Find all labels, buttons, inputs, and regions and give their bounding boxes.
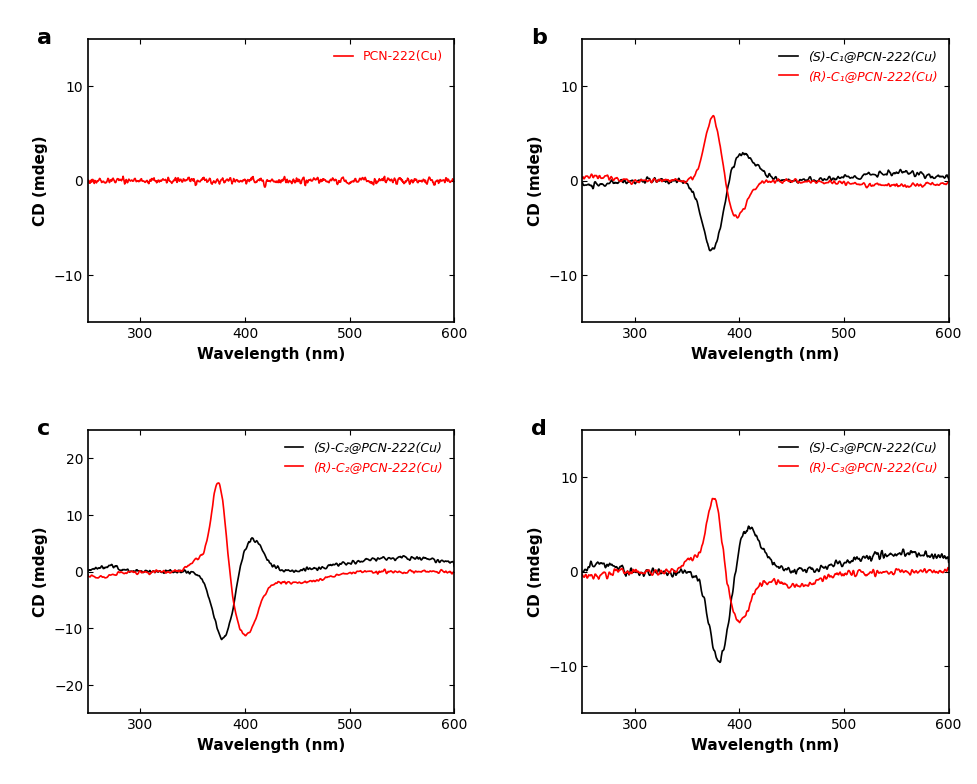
Legend: (S)-C₃@PCN-222(Cu), (R)-C₃@PCN-222(Cu): (S)-C₃@PCN-222(Cu), (R)-C₃@PCN-222(Cu) — [773, 437, 942, 479]
X-axis label: Wavelength (nm): Wavelength (nm) — [196, 738, 345, 753]
Legend: (S)-C₁@PCN-222(Cu), (R)-C₁@PCN-222(Cu): (S)-C₁@PCN-222(Cu), (R)-C₁@PCN-222(Cu) — [773, 45, 942, 88]
Text: b: b — [531, 28, 546, 48]
Y-axis label: CD (mdeg): CD (mdeg) — [33, 527, 48, 617]
Text: d: d — [531, 419, 546, 439]
Y-axis label: CD (mdeg): CD (mdeg) — [33, 136, 48, 226]
Legend: (S)-C₂@PCN-222(Cu), (R)-C₂@PCN-222(Cu): (S)-C₂@PCN-222(Cu), (R)-C₂@PCN-222(Cu) — [279, 437, 447, 479]
Text: a: a — [37, 28, 52, 48]
Legend: PCN-222(Cu): PCN-222(Cu) — [329, 45, 447, 68]
X-axis label: Wavelength (nm): Wavelength (nm) — [691, 347, 839, 362]
X-axis label: Wavelength (nm): Wavelength (nm) — [196, 347, 345, 362]
X-axis label: Wavelength (nm): Wavelength (nm) — [691, 738, 839, 753]
Text: c: c — [37, 419, 50, 439]
Y-axis label: CD (mdeg): CD (mdeg) — [528, 136, 542, 226]
Y-axis label: CD (mdeg): CD (mdeg) — [528, 527, 542, 617]
